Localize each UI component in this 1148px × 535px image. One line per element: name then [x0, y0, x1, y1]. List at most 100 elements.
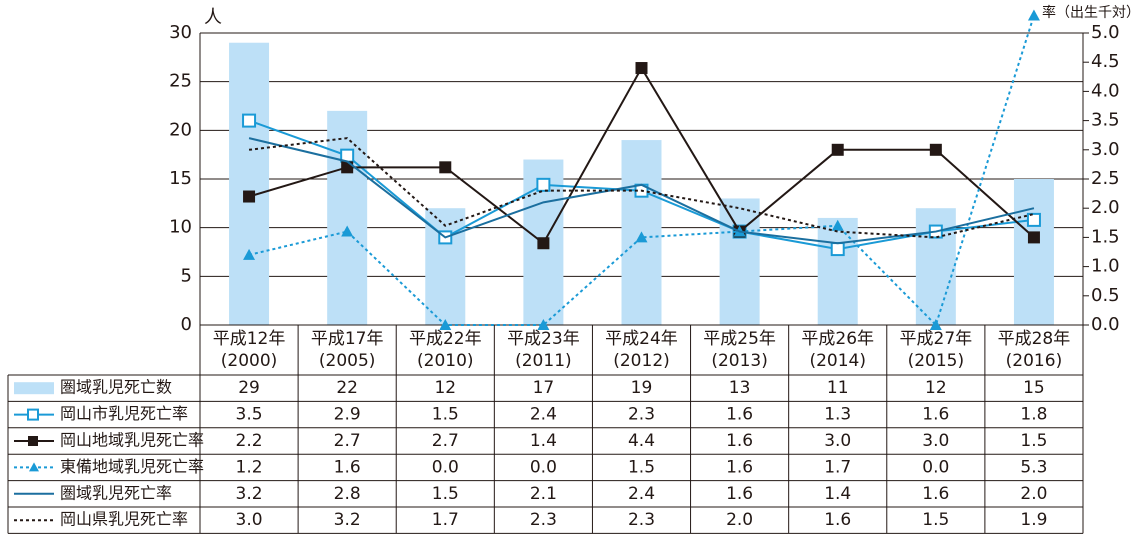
bar	[327, 110, 368, 325]
marker	[635, 231, 648, 243]
y-tick-label: 10	[169, 217, 192, 238]
x-tick-label: (2010)	[417, 351, 474, 371]
table-cell: 19	[631, 378, 653, 398]
marker	[439, 161, 452, 174]
x-tick-label: 平成25年	[703, 329, 776, 349]
line-series	[248, 15, 1035, 327]
table-cell: 3.0	[824, 431, 851, 451]
x-tick-label: 平成17年	[311, 329, 384, 349]
table-cell: 2.4	[628, 484, 655, 504]
y-tick-label: 25	[169, 71, 192, 92]
table-cell: 1.5	[432, 484, 459, 504]
marker	[243, 248, 256, 260]
legend-label: 圏域乳児死亡数	[60, 378, 172, 397]
table-cell: 0.0	[530, 457, 557, 477]
table-cell: 1.5	[1020, 431, 1047, 451]
table-cell: 29	[238, 378, 260, 398]
marker	[635, 62, 648, 75]
bar	[719, 198, 760, 325]
marker	[243, 190, 256, 203]
bar	[229, 42, 270, 325]
y-tick-label: 30	[169, 22, 192, 43]
table-cell: 1.9	[1020, 510, 1047, 530]
table-cell: 3.0	[236, 510, 263, 530]
x-tick-label: 平成12年	[213, 329, 286, 349]
y2-tick-label: 2.0	[1091, 197, 1120, 218]
table-cell: 4.4	[628, 431, 655, 451]
table-cell: 3.5	[236, 405, 263, 425]
x-tick-label: 平成24年	[605, 329, 678, 349]
y2-tick-label: 5.0	[1091, 22, 1120, 43]
y2-tick-label: 4.5	[1091, 51, 1120, 72]
table-cell: 12	[925, 378, 947, 398]
marker	[831, 143, 844, 156]
table-cell: 1.8	[1020, 405, 1047, 425]
table-cell: 2.8	[334, 484, 361, 504]
table-cell: 2.2	[236, 431, 263, 451]
y-tick-label: 5	[181, 265, 192, 286]
y2-tick-label: 1.5	[1091, 226, 1120, 247]
table-cell: 3.2	[236, 484, 263, 504]
marker	[929, 143, 942, 156]
table-cell: 12	[434, 378, 456, 398]
table-cell: 2.1	[530, 484, 557, 504]
table-cell: 3.0	[922, 431, 949, 451]
table-cell: 2.9	[334, 405, 361, 425]
y-axis-label: 人	[204, 7, 222, 28]
x-tick-label: 平成28年	[998, 329, 1071, 349]
table-cell: 11	[827, 378, 849, 398]
x-tick-label: 平成22年	[409, 329, 482, 349]
table-cell: 1.5	[628, 457, 655, 477]
table-cell: 5.3	[1020, 457, 1047, 477]
table-cell: 1.5	[922, 510, 949, 530]
line-series	[248, 137, 1035, 239]
table-cell: 1.4	[824, 484, 851, 504]
y2-tick-label: 2.5	[1091, 168, 1120, 189]
table-cell: 2.0	[1020, 484, 1047, 504]
x-tick-label: (2013)	[711, 351, 768, 371]
table-cell: 1.6	[726, 457, 753, 477]
table-cell: 17	[533, 378, 555, 398]
x-tick-label: 平成26年	[801, 329, 874, 349]
legend-label: 岡山市乳児死亡率	[60, 404, 188, 423]
x-tick-label: (2005)	[319, 351, 376, 371]
y2-axis-label: 率（出生千対）	[1042, 4, 1140, 21]
legend-marker	[29, 462, 39, 472]
marker	[536, 177, 551, 192]
marker	[537, 237, 550, 250]
table-cell: 1.4	[530, 431, 557, 451]
table-cell: 1.6	[726, 405, 753, 425]
table-cell: 1.3	[824, 405, 851, 425]
y2-tick-label: 0.5	[1091, 285, 1120, 306]
table-cell: 1.6	[922, 484, 949, 504]
marker	[1027, 9, 1040, 21]
y2-tick-label: 4.0	[1091, 80, 1120, 101]
table-cell: 3.2	[334, 510, 361, 530]
table-cell: 1.6	[824, 510, 851, 530]
x-tick-label: 平成23年	[507, 329, 580, 349]
marker	[341, 225, 354, 237]
x-tick-label: (2014)	[809, 351, 866, 371]
y2-tick-label: 1.0	[1091, 256, 1120, 277]
table-cell: 1.6	[922, 405, 949, 425]
table-cell: 2.7	[432, 431, 459, 451]
marker	[1027, 231, 1040, 244]
y2-tick-label: 3.5	[1091, 110, 1120, 131]
table-cell: 1.6	[726, 484, 753, 504]
legend-label: 東備地域乳児死亡率	[60, 457, 204, 476]
legend-marker	[27, 408, 39, 421]
marker	[439, 319, 452, 330]
x-tick-label: (2012)	[613, 351, 670, 371]
marker	[242, 113, 257, 128]
table-cell: 13	[729, 378, 751, 398]
y2-tick-label: 3.0	[1091, 139, 1120, 160]
table-cell: 1.7	[824, 457, 851, 477]
table-cell: 2.3	[530, 510, 557, 530]
x-tick-label: (2011)	[515, 351, 572, 371]
marker	[929, 319, 942, 330]
marker	[831, 219, 844, 231]
table-cell: 1.6	[726, 431, 753, 451]
table-cell: 0.0	[432, 457, 459, 477]
x-tick-label: (2016)	[1006, 351, 1063, 371]
